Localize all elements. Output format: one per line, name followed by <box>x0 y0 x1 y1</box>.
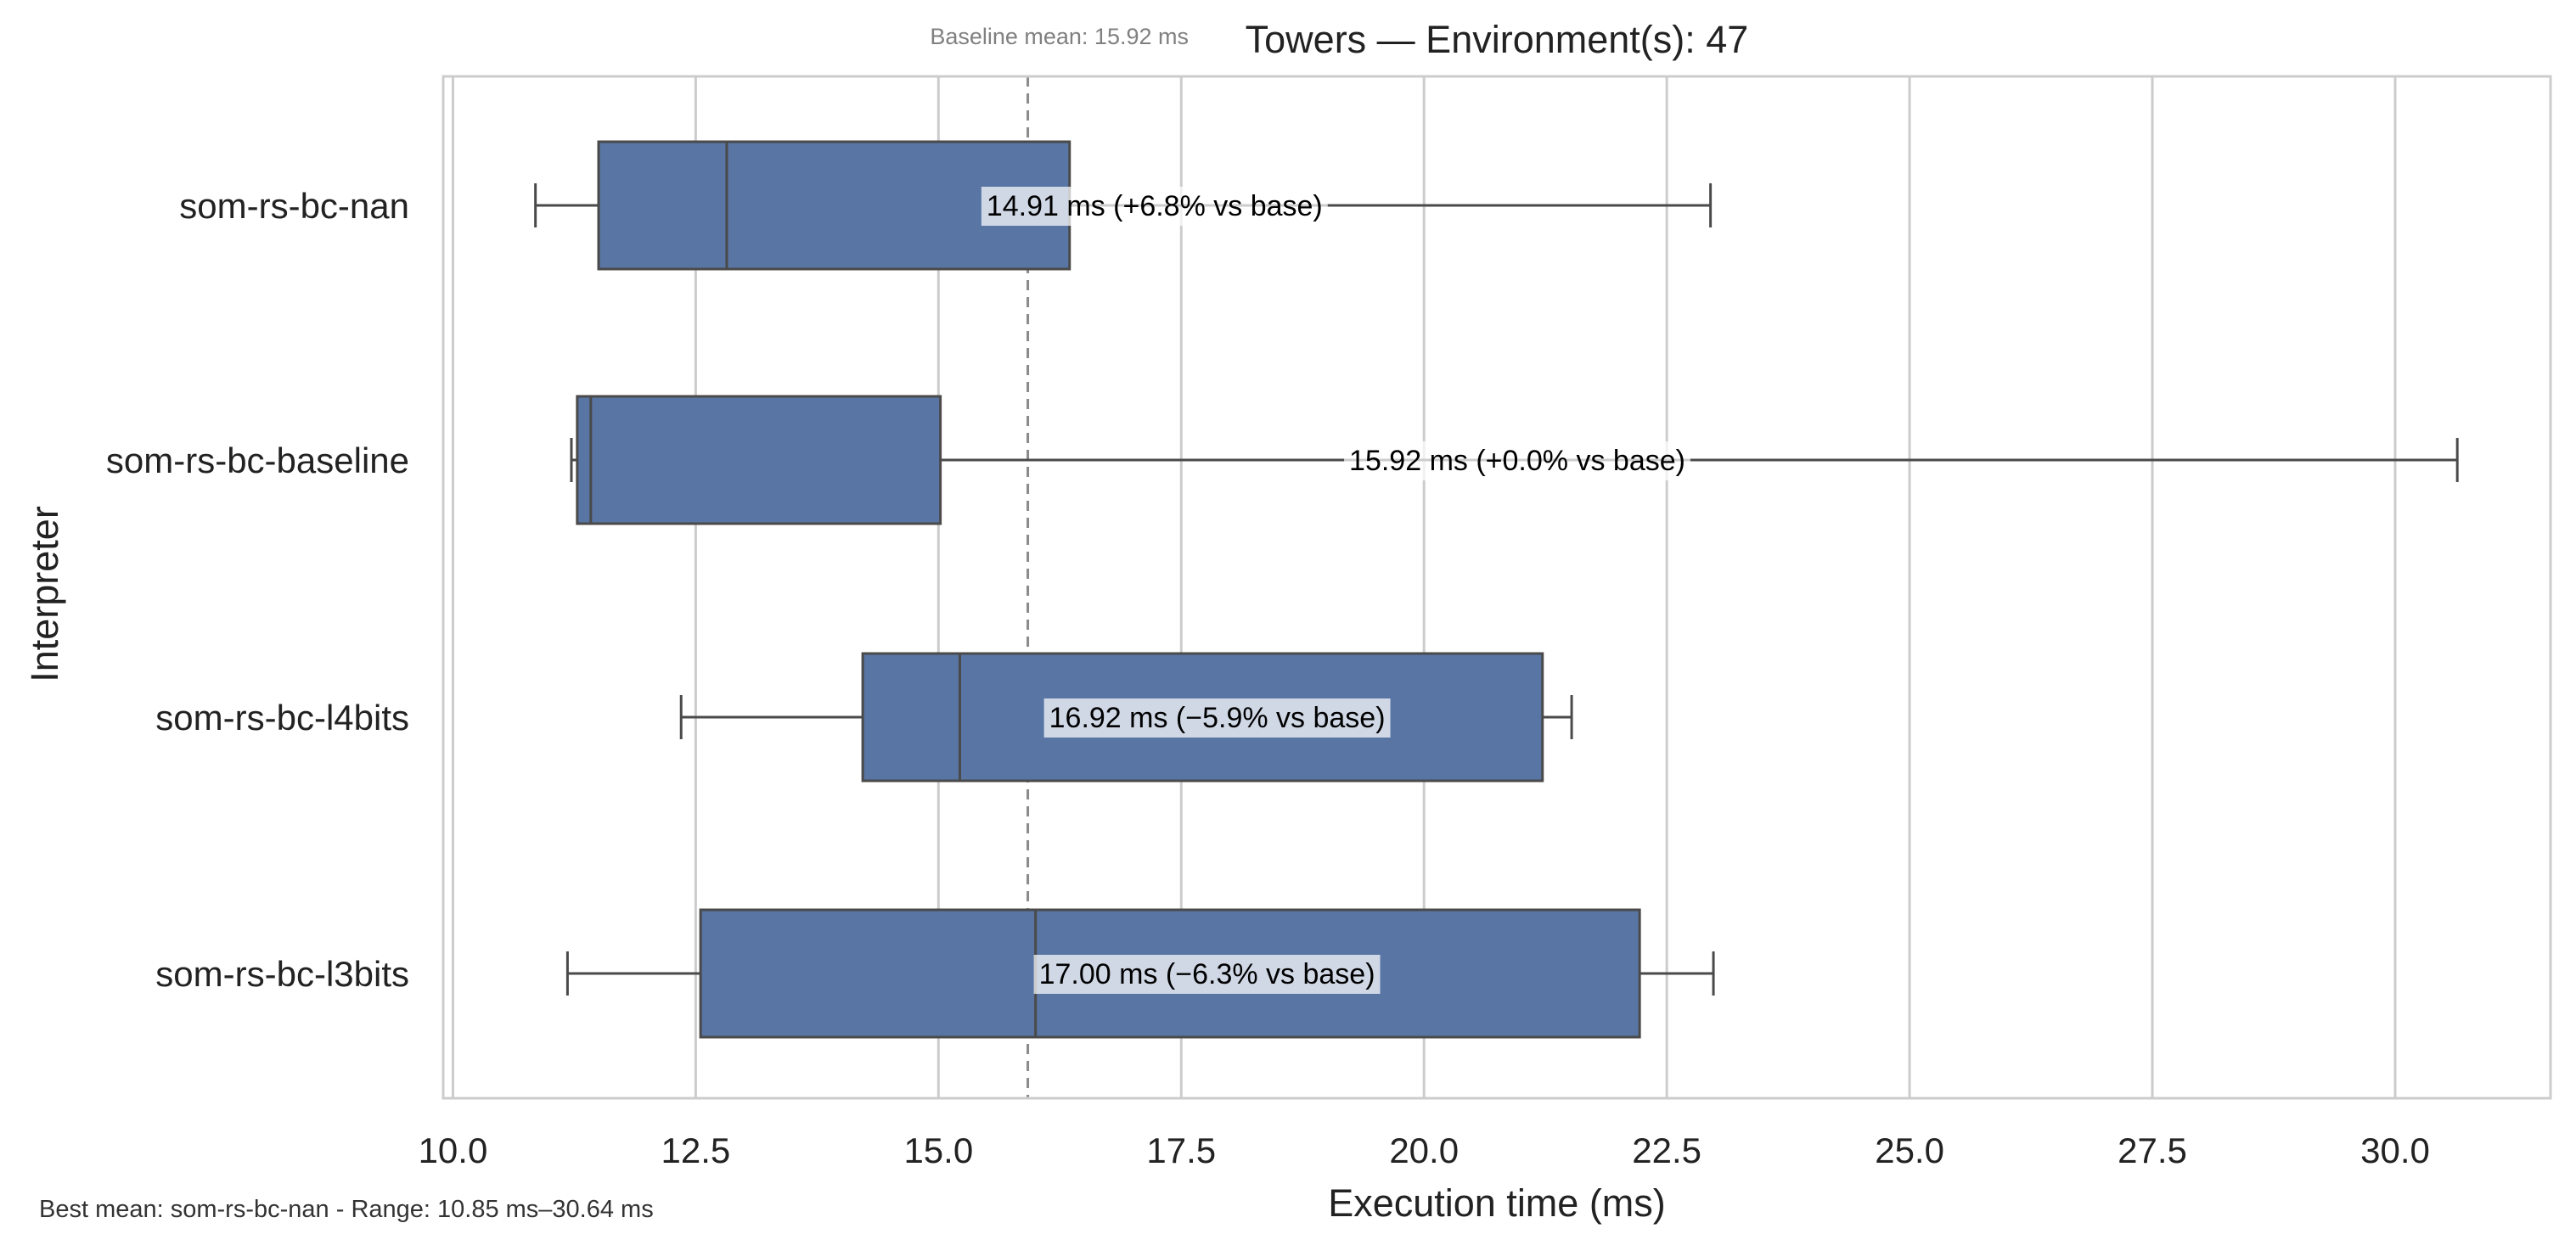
y-category-label: som-rs-bc-l4bits <box>155 698 409 738</box>
mean-label-group: 17.00 ms (−6.3% vs base) <box>1033 955 1381 994</box>
mean-label: 16.92 ms (−5.9% vs base) <box>1049 702 1386 734</box>
x-tick-label: 20.0 <box>1389 1130 1459 1170</box>
x-tick-label: 17.5 <box>1146 1130 1216 1170</box>
y-category-label: som-rs-bc-nan <box>179 186 409 226</box>
baseline-mean-label: Baseline mean: 15.92 ms <box>930 24 1189 49</box>
box-iqr <box>861 652 1544 783</box>
footnote: Best mean: som-rs-bc-nan - Range: 10.85 … <box>39 1196 654 1223</box>
mean-labels-layer: 14.91 ms (+6.8% vs base) 15.92 ms (+0.0% … <box>981 187 1690 994</box>
x-tick-label: 25.0 <box>1875 1130 1944 1170</box>
box-iqr <box>576 395 942 525</box>
x-tick-label: 22.5 <box>1632 1130 1701 1170</box>
y-axis-label: Interpreter <box>23 506 66 682</box>
mean-label-group: 14.91 ms (+6.8% vs base) <box>981 187 1328 226</box>
x-tick-labels: 10.0 12.5 15.0 17.5 20.0 22.5 25.0 27.5 30.0 <box>419 1130 2430 1170</box>
box-group <box>570 395 2459 525</box>
chart-title: Towers — Environment(s): 47 <box>1246 18 1749 61</box>
y-category-label: som-rs-bc-baseline <box>106 440 409 480</box>
x-tick-label: 12.5 <box>661 1130 731 1170</box>
box-group <box>679 652 1573 783</box>
x-tick-label: 30.0 <box>2360 1130 2430 1170</box>
mean-label: 14.91 ms (+6.8% vs base) <box>987 190 1323 222</box>
mean-label-background <box>1043 698 1391 738</box>
y-category-label: som-rs-bc-l3bits <box>155 954 409 994</box>
mean-label-background <box>1344 441 1690 480</box>
x-tick-label: 27.5 <box>2118 1130 2187 1170</box>
x-axis-label: Execution time (ms) <box>1328 1181 1666 1225</box>
x-tick-label: 10.0 <box>419 1130 488 1170</box>
mean-label-background <box>981 187 1328 226</box>
mean-label: 15.92 ms (+0.0% vs base) <box>1349 445 1685 477</box>
mean-label-group: 15.92 ms (+0.0% vs base) <box>1344 441 1690 480</box>
mean-label: 17.00 ms (−6.3% vs base) <box>1039 958 1375 990</box>
mean-label-background <box>1033 955 1381 994</box>
y-category-labels: som-rs-bc-nan som-rs-bc-baseline som-rs-bc… <box>106 186 409 994</box>
x-tick-label: 15.0 <box>903 1130 973 1170</box>
mean-label-group: 16.92 ms (−5.9% vs base) <box>1043 698 1391 738</box>
plot-frame <box>442 75 2552 1100</box>
boxes-layer <box>534 140 2459 1039</box>
